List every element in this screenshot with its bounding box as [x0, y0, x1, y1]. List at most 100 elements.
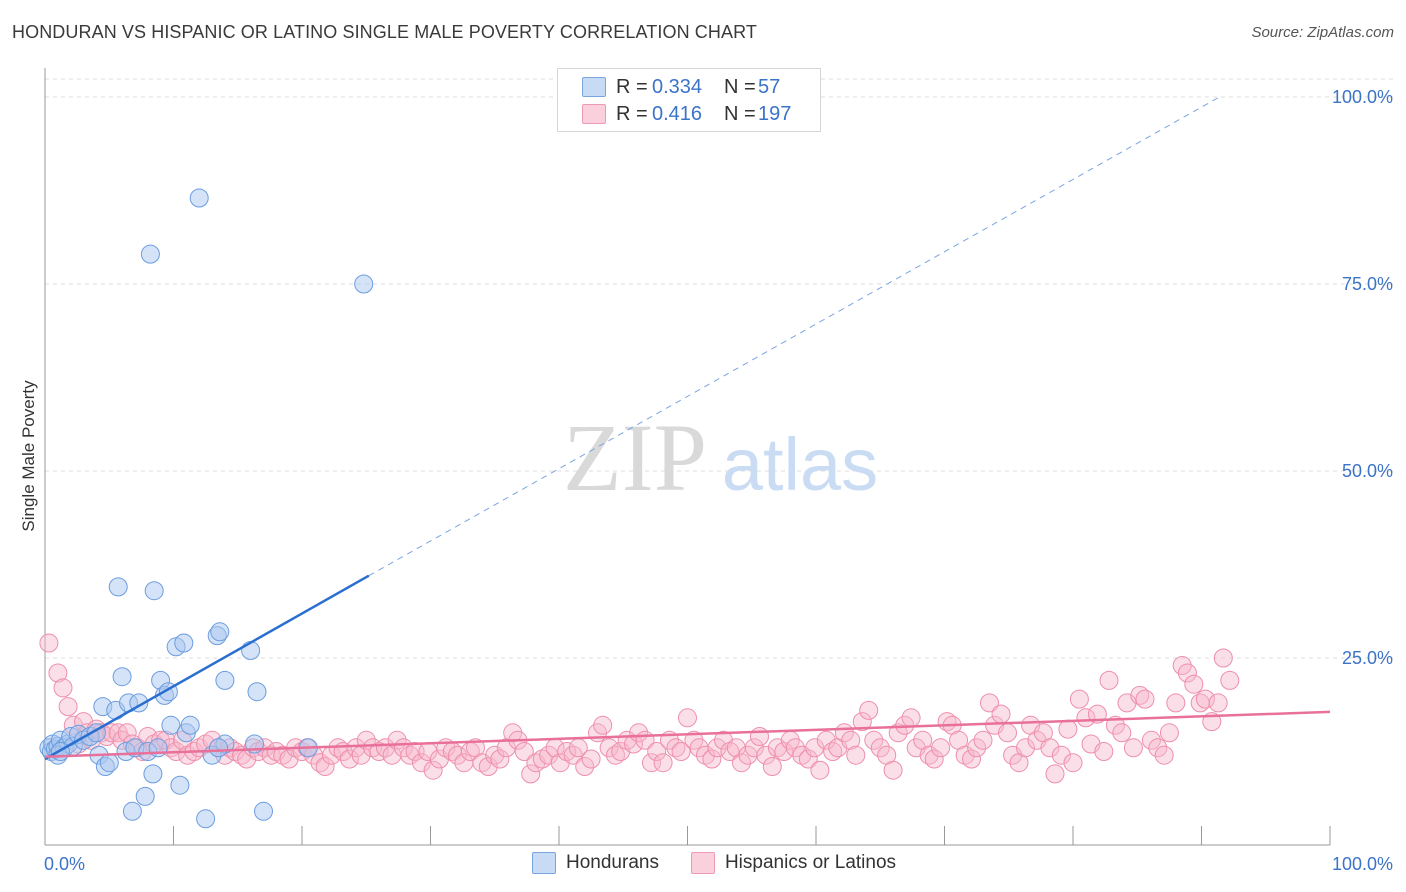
honduran-point: [241, 641, 261, 660]
hispanic-point: [310, 753, 330, 773]
hispanic-point: [261, 745, 281, 765]
honduran-point: [209, 738, 228, 758]
hispanic-point: [1177, 663, 1197, 683]
hispanic-point: [1016, 738, 1035, 758]
honduran-point: [135, 786, 155, 806]
hispanic-point: [883, 760, 903, 780]
hispanic-point: [369, 742, 389, 761]
hispanic-point: [744, 738, 764, 758]
hispanic-point: [340, 749, 359, 769]
hispanic-point: [852, 712, 872, 732]
honduran-point: [254, 801, 273, 821]
honduran-point: [112, 667, 132, 687]
honduran-point: [144, 581, 164, 601]
hispanic-point: [581, 749, 601, 769]
hispanic-point: [647, 742, 667, 761]
hispanic-point: [1076, 708, 1096, 728]
axis-layer: [44, 68, 1331, 846]
legend-swatch-hispanics: [582, 104, 606, 124]
hispanic-point: [1220, 670, 1240, 690]
hispanic-point: [1099, 670, 1119, 690]
hispanic-point: [1045, 764, 1065, 784]
hispanic-point: [707, 738, 727, 758]
hispanic-point: [1148, 738, 1168, 758]
y-tick-label: 100.0%: [1332, 87, 1393, 107]
hispanic-point: [1154, 745, 1174, 765]
legend-swatch-hispanics: [690, 852, 715, 874]
hispanic-point: [702, 749, 722, 769]
legend-swatch-hondurans: [582, 77, 606, 97]
hispanic-point: [58, 697, 78, 717]
stats-row-hispanics: R = 0.416 N = 197: [582, 102, 791, 126]
hispanic-point: [671, 742, 691, 761]
source-label: Source: ZipAtlas.com: [1251, 24, 1394, 41]
honduran-point: [196, 809, 216, 829]
hispanic-point: [998, 723, 1017, 743]
hispanic-point: [798, 749, 818, 769]
honduran-point: [161, 715, 181, 735]
hispanic-point: [955, 745, 975, 765]
hispanic-point: [785, 738, 805, 758]
watermark: ZIP atlas: [563, 404, 878, 511]
y-tick-label: 25.0%: [1342, 648, 1393, 668]
honduran-point: [215, 670, 235, 690]
hispanic-point: [448, 745, 467, 765]
hispanic-point: [720, 742, 740, 761]
hispanic-point: [980, 693, 999, 713]
legend-item-hispanics[interactable]: Hispanics or Latinos: [690, 852, 896, 874]
honduran-point: [108, 577, 128, 597]
hispanic-point: [732, 753, 751, 773]
hispanic-point: [39, 633, 59, 653]
hispanic-point: [599, 738, 619, 758]
x-tick-label: 100.0%: [1332, 854, 1393, 874]
hispanic-point: [696, 745, 715, 765]
hispanic-point: [816, 730, 836, 750]
chart-title: HONDURAN VS HISPANIC OR LATINO SINGLE MA…: [12, 22, 757, 42]
y-tick-label: 75.0%: [1342, 274, 1393, 294]
honduran-points: [39, 188, 374, 829]
hispanic-point: [1123, 738, 1143, 758]
honduran-point: [210, 622, 230, 642]
hispanic-point: [514, 742, 534, 761]
y-axis-label: Single Male Poverty: [19, 380, 38, 532]
tick-labels: 25.0% 50.0% 75.0% 100.0% 0.0% 100.0%: [44, 87, 1393, 874]
hispanic-point: [870, 738, 890, 758]
hispanic-point: [973, 730, 993, 750]
r-label: R =: [616, 102, 648, 125]
hispanic-point: [762, 757, 782, 776]
hispanic-point: [1213, 648, 1233, 668]
stats-row-hondurans: R = 0.334 N = 57: [582, 75, 780, 99]
hispanic-point: [1184, 674, 1204, 694]
honduran-point: [189, 188, 209, 208]
hispanic-point: [490, 749, 510, 769]
hispanic-point: [666, 738, 686, 758]
hispanic-point: [1130, 685, 1150, 705]
hispanic-point: [924, 749, 944, 769]
hispanic-point: [846, 745, 866, 765]
hispanic-point: [991, 704, 1011, 724]
hispanic-point: [1105, 715, 1125, 735]
hispanic-point: [919, 745, 939, 765]
hispanic-point: [823, 742, 843, 761]
legend-item-hondurans[interactable]: Hondurans: [532, 852, 659, 874]
hispanic-point: [485, 745, 505, 765]
r-label: R =: [616, 75, 648, 98]
hispanic-point: [1063, 753, 1083, 773]
honduran-point: [99, 753, 119, 773]
honduran-point: [174, 633, 194, 653]
r-value: 0.334: [652, 75, 703, 98]
hispanic-point: [593, 715, 613, 735]
honduran-point: [140, 244, 160, 264]
hispanic-point: [653, 753, 673, 773]
hispanic-point: [1040, 738, 1060, 758]
hispanic-point: [1058, 719, 1078, 739]
hispanic-point: [400, 745, 420, 765]
hispanic-point: [642, 753, 661, 773]
hispanic-point: [412, 753, 431, 773]
legend-swatch-hondurans: [532, 852, 556, 874]
hispanic-point: [1159, 723, 1179, 743]
watermark-zip: ZIP: [563, 404, 707, 511]
hispanic-point: [810, 760, 830, 780]
hispanic-point: [315, 757, 335, 776]
